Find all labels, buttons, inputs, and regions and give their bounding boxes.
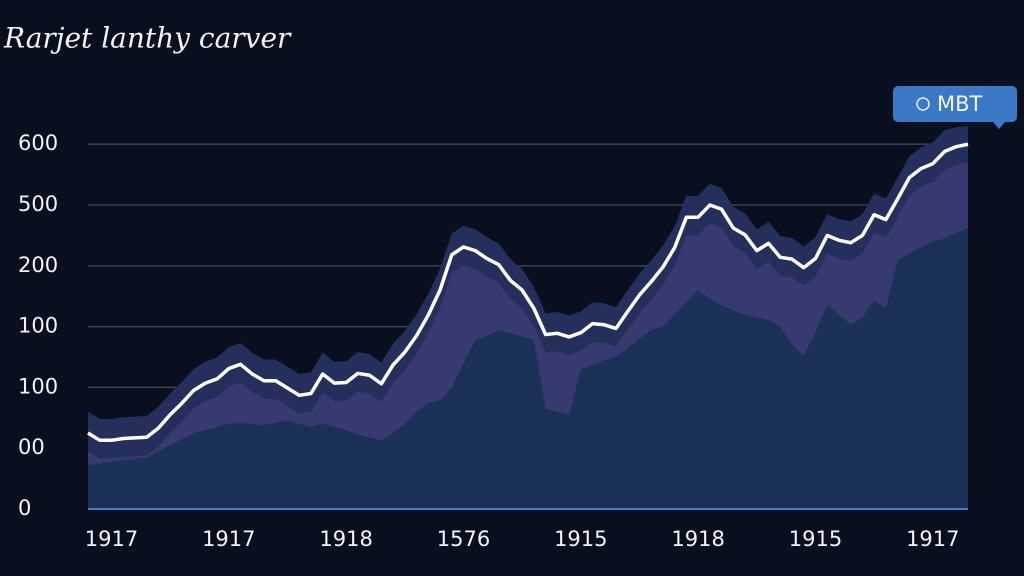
line: [87, 142, 969, 443]
y-tick-label: 100: [18, 314, 58, 338]
y-tick-label: 500: [18, 192, 58, 216]
x-tick-label: 1918: [671, 527, 724, 551]
legend-label: MBT: [937, 92, 983, 116]
legend-box: [893, 86, 1017, 122]
x-tick-label: 1915: [789, 527, 842, 551]
x-tick-label: 1915: [554, 527, 607, 551]
legend-item: MBT: [893, 86, 1017, 129]
x-tick-label: 1917: [202, 527, 255, 551]
x-tick-label: 1917: [906, 527, 959, 551]
x-tick-label: 1918: [319, 527, 372, 551]
legend-icon: [916, 97, 930, 111]
y-tick-label: 100: [18, 374, 58, 398]
area: [88, 228, 968, 509]
legend-pointer: [993, 122, 1005, 129]
y-tick-label: 600: [18, 131, 58, 155]
x-tick-label: 1576: [437, 527, 490, 551]
y-tick-label: 200: [18, 253, 58, 277]
y-tick-label: 00: [18, 435, 45, 459]
y-tick-label: 0: [18, 496, 31, 520]
chart-title: Rarjet lanthy carver: [3, 22, 292, 55]
x-tick-label: 1917: [85, 527, 138, 551]
